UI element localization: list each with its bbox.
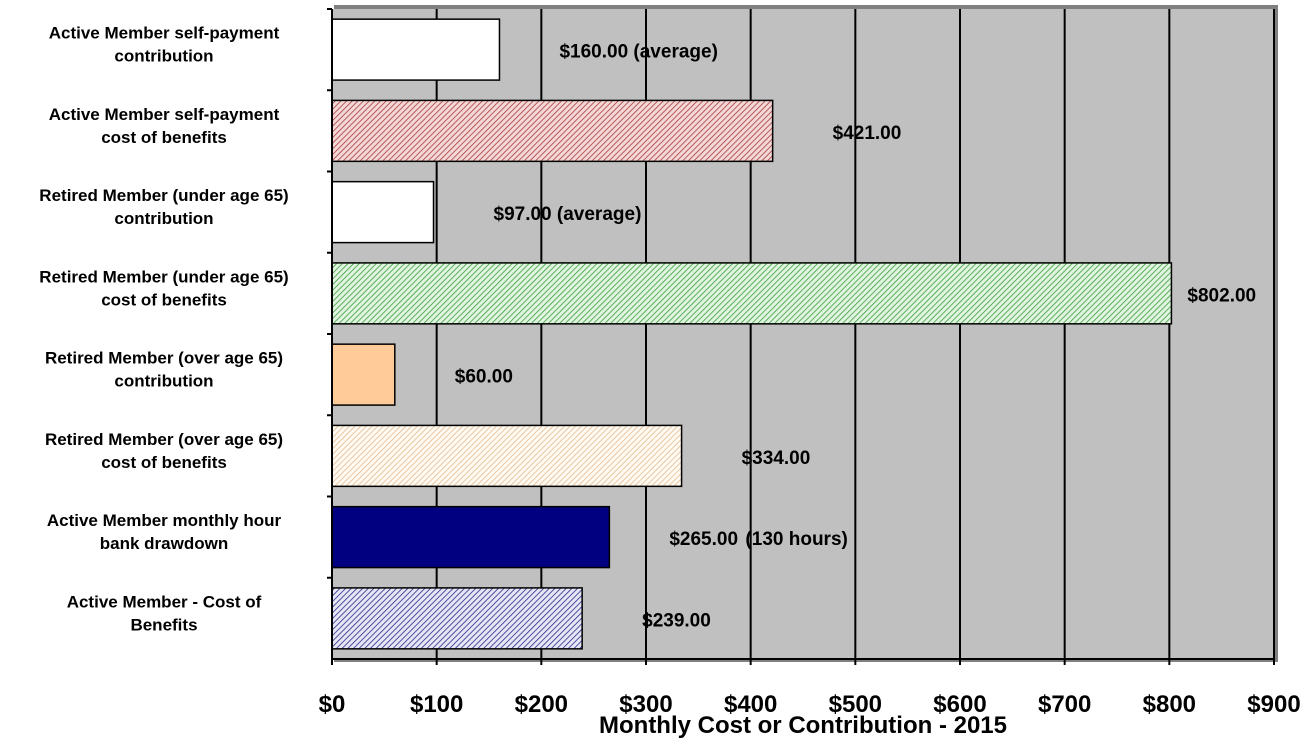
data-label: $97.00 (average) (494, 204, 642, 225)
bar (331, 18, 501, 81)
bar (331, 99, 774, 163)
category-label: Retired Member (under age 65) cost of ben… (39, 267, 288, 309)
data-label: $334.00 (742, 448, 811, 469)
x-tick-label: $800 (1143, 691, 1196, 718)
data-label: $160.00 (average) (559, 42, 717, 63)
data-label: $60.00 (455, 367, 513, 388)
data-label: $265.00 (669, 529, 738, 550)
x-tick-label: $500 (829, 691, 882, 718)
bar (331, 180, 435, 244)
data-label: $239.00 (642, 610, 711, 631)
x-tick-label: $100 (410, 691, 463, 718)
bars (331, 18, 1173, 650)
data-labels: $160.00 (average) $421.00 $97.00 (average)… (455, 42, 1256, 632)
bar (331, 343, 396, 406)
x-tick-label: $400 (724, 691, 777, 718)
category-label: Active Member self-payment contribution (49, 24, 280, 66)
axes (327, 8, 1275, 665)
bar (331, 505, 611, 569)
category-labels: Active Member self-payment contribution Ac… (39, 24, 288, 635)
bar (331, 262, 1173, 325)
category-label: Active Member self-payment cost of benefi… (49, 105, 280, 147)
x-axis-title: Monthly Cost or Contribution - 2015 (599, 712, 1007, 739)
annotation: (130 hours) (745, 529, 847, 550)
bar (331, 587, 583, 650)
category-label: Active Member - Cost of Benefits (67, 592, 262, 634)
bar (331, 424, 683, 488)
data-label: $802.00 (1187, 285, 1256, 306)
data-label: $421.00 (833, 123, 902, 144)
x-tick-label: $700 (1038, 691, 1091, 718)
category-label: Retired Member (over age 65) contribution (45, 349, 283, 391)
x-tick-label: $900 (1247, 691, 1300, 718)
x-tick-label: $0 (319, 691, 346, 718)
category-label: Retired Member (over age 65) cost of bene… (45, 430, 283, 472)
x-tick-labels: $0 $100 $200 $300 $400 $500 $600 $700 $800 $900 (319, 691, 1301, 718)
category-label: Active Member monthly hour bank drawdown (47, 511, 282, 553)
x-tick-label: $200 (515, 691, 568, 718)
x-tick-label: $600 (933, 691, 986, 718)
grid-lines (435, 9, 1275, 659)
category-label: Retired Member (under age 65) contributio… (39, 186, 288, 228)
x-tick-label: $300 (619, 691, 672, 718)
